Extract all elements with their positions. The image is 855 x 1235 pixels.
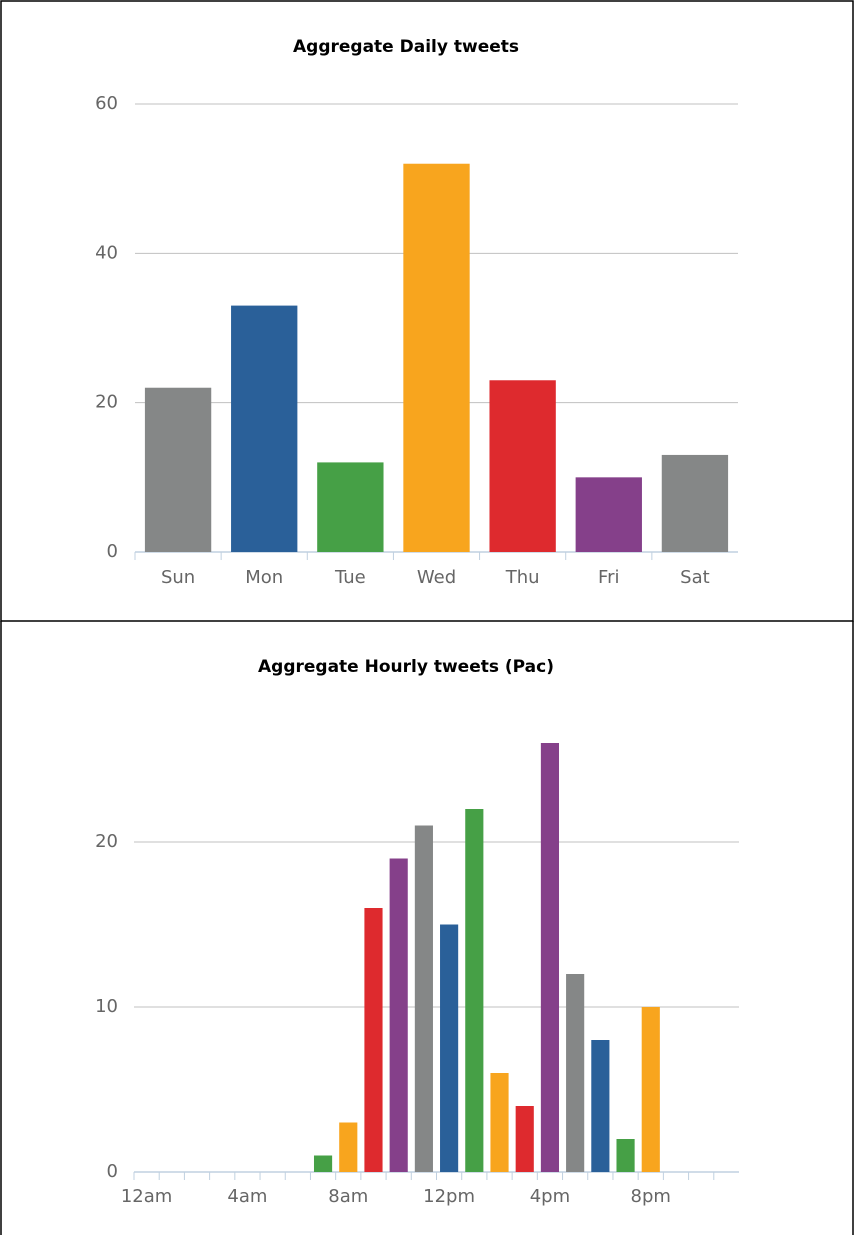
bar [591, 1040, 610, 1172]
bar [414, 825, 433, 1172]
x-tick-label: Sun [161, 567, 195, 588]
y-tick-label: 40 [95, 242, 118, 263]
bar [231, 305, 298, 552]
bar [317, 462, 384, 552]
x-tick-label: Fri [598, 567, 619, 588]
chart-title: Aggregate Hourly tweets (Pac) [258, 657, 554, 677]
bar [661, 454, 729, 552]
bar [616, 1139, 635, 1172]
bar [566, 974, 585, 1172]
bar [489, 380, 556, 552]
y-tick-label: 20 [95, 392, 118, 413]
bar [540, 743, 560, 1172]
y-tick-label: 60 [95, 93, 118, 114]
y-tick-label: 10 [95, 996, 118, 1017]
bar [490, 1073, 509, 1172]
bar [440, 924, 459, 1172]
x-tick-label: Mon [245, 567, 283, 588]
y-tick-label: 20 [95, 831, 118, 852]
x-tick-label: Sat [680, 567, 710, 588]
bar [403, 163, 470, 552]
bar [515, 1106, 534, 1172]
bar [144, 387, 212, 552]
bar [364, 908, 383, 1172]
x-tick-label: 4am [227, 1186, 267, 1207]
chart-title: Aggregate Daily tweets [293, 37, 519, 57]
x-tick-label: Thu [505, 567, 540, 588]
bar [575, 477, 642, 552]
x-tick-label: Wed [417, 567, 456, 588]
bar [339, 1122, 358, 1172]
bar [465, 809, 484, 1172]
x-tick-label: 12pm [423, 1186, 475, 1207]
x-tick-label: 12am [121, 1186, 172, 1207]
x-tick-label: 8pm [631, 1186, 671, 1207]
bar [641, 1007, 660, 1172]
y-tick-label: 0 [107, 1161, 118, 1182]
x-tick-label: 8am [328, 1186, 368, 1207]
x-tick-label: Tue [334, 567, 366, 588]
bar [389, 858, 408, 1172]
y-tick-label: 0 [107, 541, 118, 562]
bar [313, 1155, 333, 1172]
panel-border [0, 0, 854, 622]
x-tick-label: 4pm [530, 1186, 570, 1207]
